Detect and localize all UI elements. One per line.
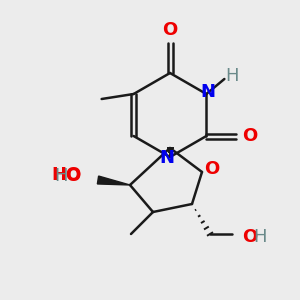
Text: O: O	[242, 127, 257, 145]
Text: N: N	[160, 149, 175, 167]
Text: N: N	[201, 83, 216, 101]
Text: O: O	[204, 160, 220, 178]
Text: HO: HO	[52, 166, 82, 184]
Text: H: H	[226, 67, 239, 85]
Text: O: O	[242, 228, 257, 246]
Text: H: H	[253, 228, 266, 246]
Polygon shape	[98, 176, 130, 185]
Text: H: H	[55, 167, 68, 185]
Text: O: O	[65, 167, 80, 185]
Text: O: O	[162, 21, 178, 39]
